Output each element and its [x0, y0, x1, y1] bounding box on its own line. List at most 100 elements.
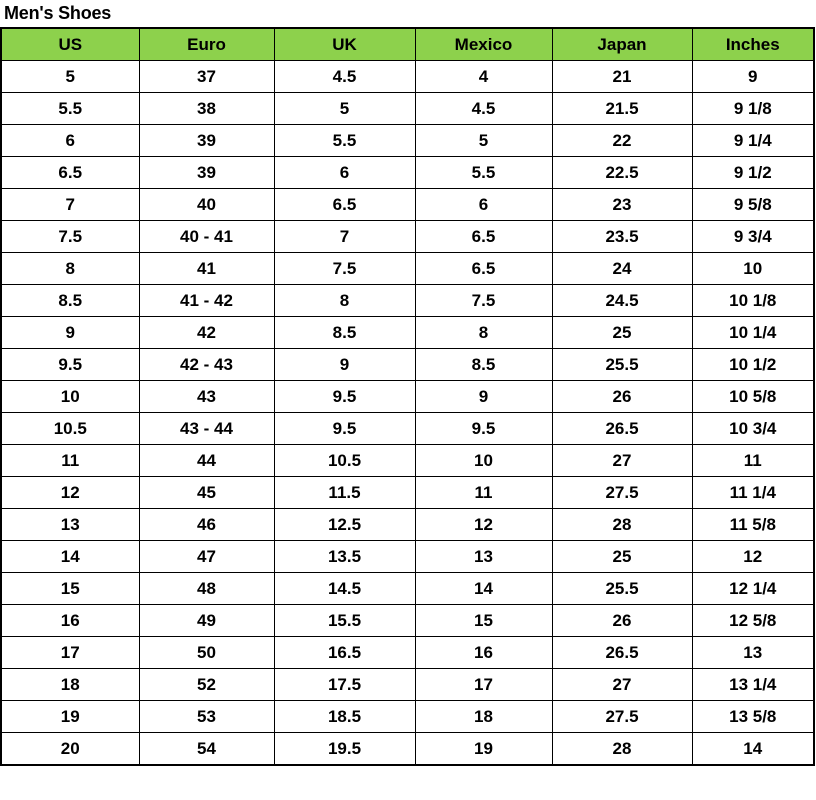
cell-japan: 22: [551, 124, 693, 157]
cell-mexico: 10: [414, 444, 553, 477]
cell-japan: 27: [551, 668, 693, 701]
cell-inches: 10 1/8: [691, 284, 815, 317]
cell-euro: 37: [138, 60, 275, 93]
column-header-us: US: [0, 27, 140, 61]
cell-inches: 9 1/4: [691, 124, 815, 157]
cell-uk: 12.5: [273, 508, 416, 541]
cell-mexico: 19: [414, 732, 553, 766]
cell-us: 19: [0, 700, 140, 733]
cell-mexico: 7.5: [414, 284, 553, 317]
cell-uk: 7.5: [273, 252, 416, 285]
cell-uk: 7: [273, 220, 416, 253]
cell-mexico: 4.5: [414, 92, 553, 125]
cell-us: 9.5: [0, 348, 140, 381]
cell-inches: 13: [691, 636, 815, 669]
cell-euro: 42 - 43: [138, 348, 275, 381]
cell-inches: 13 1/4: [691, 668, 815, 701]
table-header: US Euro UK Mexico Japan Inches: [0, 27, 815, 61]
cell-us: 12: [0, 476, 140, 509]
cell-uk: 6: [273, 156, 416, 189]
cell-euro: 38: [138, 92, 275, 125]
table-row: 11 44 10.5 10 27 11: [0, 444, 815, 477]
cell-inches: 10: [691, 252, 815, 285]
cell-us: 5: [0, 60, 140, 93]
cell-inches: 9 3/4: [691, 220, 815, 253]
cell-mexico: 6: [414, 188, 553, 221]
cell-inches: 9 1/8: [691, 92, 815, 125]
cell-japan: 28: [551, 508, 693, 541]
cell-us: 6: [0, 124, 140, 157]
cell-us: 18: [0, 668, 140, 701]
cell-inches: 14: [691, 732, 815, 766]
cell-euro: 39: [138, 124, 275, 157]
cell-mexico: 6.5: [414, 220, 553, 253]
cell-us: 6.5: [0, 156, 140, 189]
table-row: 6.5 39 6 5.5 22.5 9 1/2: [0, 156, 815, 189]
table-row: 7 40 6.5 6 23 9 5/8: [0, 188, 815, 221]
cell-mexico: 6.5: [414, 252, 553, 285]
cell-mexico: 9.5: [414, 412, 553, 445]
cell-uk: 6.5: [273, 188, 416, 221]
cell-euro: 54: [138, 732, 275, 766]
cell-euro: 44: [138, 444, 275, 477]
cell-inches: 12 5/8: [691, 604, 815, 637]
cell-mexico: 5.5: [414, 156, 553, 189]
cell-inches: 12 1/4: [691, 572, 815, 605]
cell-euro: 52: [138, 668, 275, 701]
cell-us: 10.5: [0, 412, 140, 445]
page-title: Men's Shoes: [4, 3, 112, 23]
column-header-inches: Inches: [691, 27, 815, 61]
cell-inches: 12: [691, 540, 815, 573]
cell-us: 16: [0, 604, 140, 637]
cell-japan: 26.5: [551, 412, 693, 445]
cell-inches: 10 5/8: [691, 380, 815, 413]
table-row: 16 49 15.5 15 26 12 5/8: [0, 604, 815, 637]
cell-inches: 11 1/4: [691, 476, 815, 509]
cell-us: 9: [0, 316, 140, 349]
column-header-japan: Japan: [551, 27, 693, 61]
cell-uk: 18.5: [273, 700, 416, 733]
cell-us: 5.5: [0, 92, 140, 125]
cell-inches: 10 1/2: [691, 348, 815, 381]
cell-euro: 46: [138, 508, 275, 541]
cell-mexico: 17: [414, 668, 553, 701]
cell-uk: 17.5: [273, 668, 416, 701]
table-row: 10 43 9.5 9 26 10 5/8: [0, 380, 815, 413]
cell-inches: 9 5/8: [691, 188, 815, 221]
cell-inches: 10 3/4: [691, 412, 815, 445]
shoe-size-table: US Euro UK Mexico Japan Inches 5 37 4.5 4 21…: [0, 27, 815, 766]
table-row: 15 48 14.5 14 25.5 12 1/4: [0, 572, 815, 605]
cell-japan: 25: [551, 316, 693, 349]
cell-uk: 13.5: [273, 540, 416, 573]
cell-uk: 8: [273, 284, 416, 317]
cell-mexico: 16: [414, 636, 553, 669]
table-row: 5 37 4.5 4 21 9: [0, 60, 815, 93]
cell-japan: 23: [551, 188, 693, 221]
table-row: 9 42 8.5 8 25 10 1/4: [0, 316, 815, 349]
cell-euro: 45: [138, 476, 275, 509]
cell-mexico: 14: [414, 572, 553, 605]
cell-uk: 4.5: [273, 60, 416, 93]
cell-mexico: 9: [414, 380, 553, 413]
table-row: 8 41 7.5 6.5 24 10: [0, 252, 815, 285]
cell-mexico: 15: [414, 604, 553, 637]
cell-japan: 26: [551, 380, 693, 413]
table-row: 5.5 38 5 4.5 21.5 9 1/8: [0, 92, 815, 125]
column-header-euro: Euro: [138, 27, 275, 61]
cell-euro: 40 - 41: [138, 220, 275, 253]
cell-euro: 53: [138, 700, 275, 733]
cell-euro: 42: [138, 316, 275, 349]
cell-inches: 9 1/2: [691, 156, 815, 189]
cell-mexico: 4: [414, 60, 553, 93]
cell-uk: 11.5: [273, 476, 416, 509]
cell-japan: 26: [551, 604, 693, 637]
cell-japan: 21.5: [551, 92, 693, 125]
table-row: 8.5 41 - 42 8 7.5 24.5 10 1/8: [0, 284, 815, 317]
cell-japan: 26.5: [551, 636, 693, 669]
cell-uk: 9: [273, 348, 416, 381]
cell-japan: 24.5: [551, 284, 693, 317]
cell-us: 7.5: [0, 220, 140, 253]
cell-japan: 27.5: [551, 700, 693, 733]
cell-japan: 24: [551, 252, 693, 285]
table-row: 9.5 42 - 43 9 8.5 25.5 10 1/2: [0, 348, 815, 381]
